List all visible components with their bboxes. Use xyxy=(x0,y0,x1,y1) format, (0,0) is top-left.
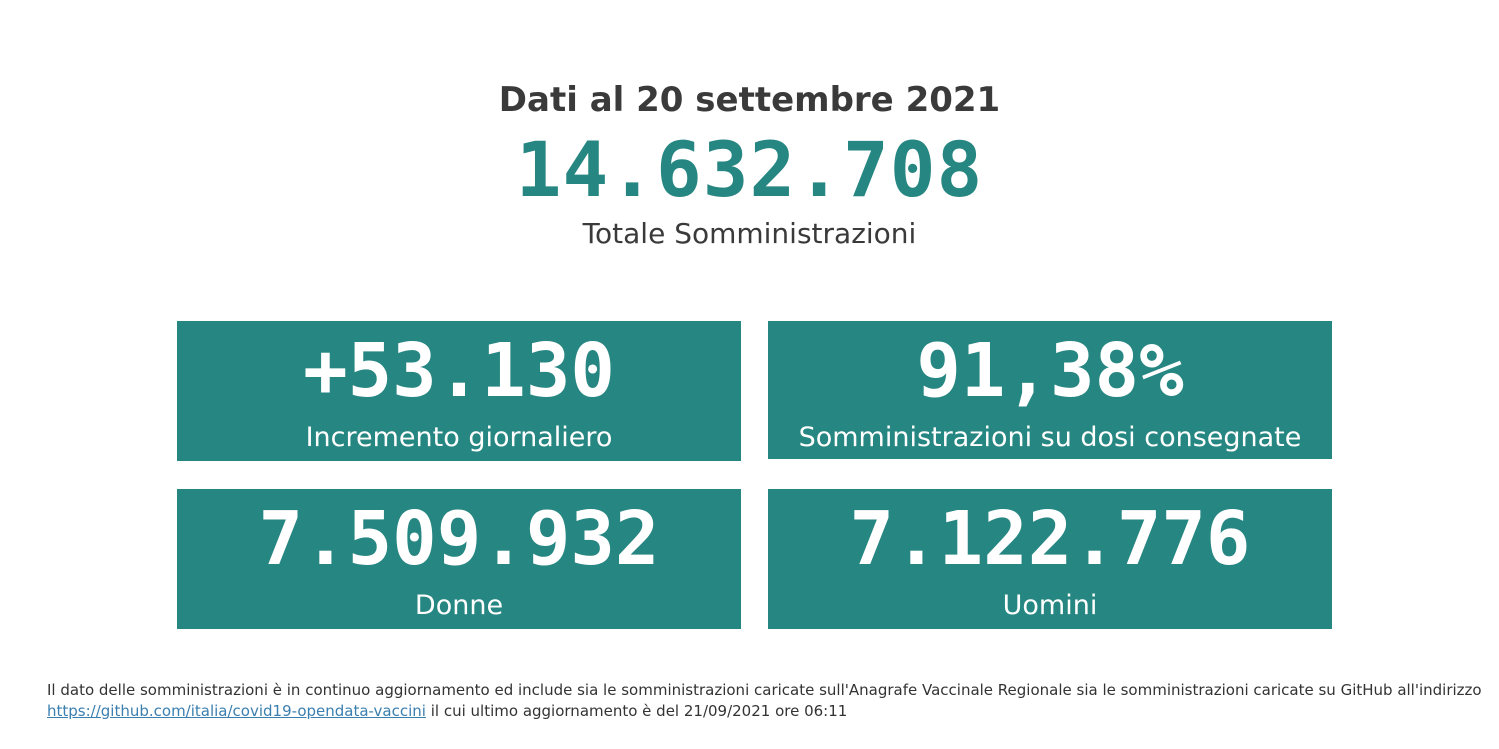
men-value: 7.122.776 xyxy=(849,496,1251,582)
date-title: Dati al 20 settembre 2021 xyxy=(498,80,1001,120)
men-card: 7.122.776 Uomini xyxy=(768,489,1332,629)
footnote-text-after: il cui ultimo aggiornamento è del 21/09/… xyxy=(430,702,848,720)
women-value: 7.509.932 xyxy=(258,496,660,582)
men-label: Uomini xyxy=(1002,590,1098,621)
women-label: Donne xyxy=(414,590,504,621)
daily-increment-label: Incremento giornaliero xyxy=(305,422,613,453)
delivered-doses-ratio-label: Somministrazioni su dosi consegnate xyxy=(798,422,1302,453)
github-link[interactable]: https://github.com/italia/covid19-openda… xyxy=(47,702,426,720)
total-administrations-label: Totale Somministrazioni xyxy=(582,217,917,250)
women-card: 7.509.932 Donne xyxy=(177,489,741,629)
delivered-doses-ratio-value: 91,38% xyxy=(916,328,1184,414)
footnote-text-before: Il dato delle somministrazioni è in cont… xyxy=(47,681,1482,699)
total-administrations-value: 14.632.708 xyxy=(515,125,984,214)
footnote: Il dato delle somministrazioni è in cont… xyxy=(47,680,1487,722)
delivered-doses-ratio-card: 91,38% Somministrazioni su dosi consegna… xyxy=(768,321,1332,459)
daily-increment-value: +53.130 xyxy=(303,328,615,414)
daily-increment-card: +53.130 Incremento giornaliero xyxy=(177,321,741,461)
